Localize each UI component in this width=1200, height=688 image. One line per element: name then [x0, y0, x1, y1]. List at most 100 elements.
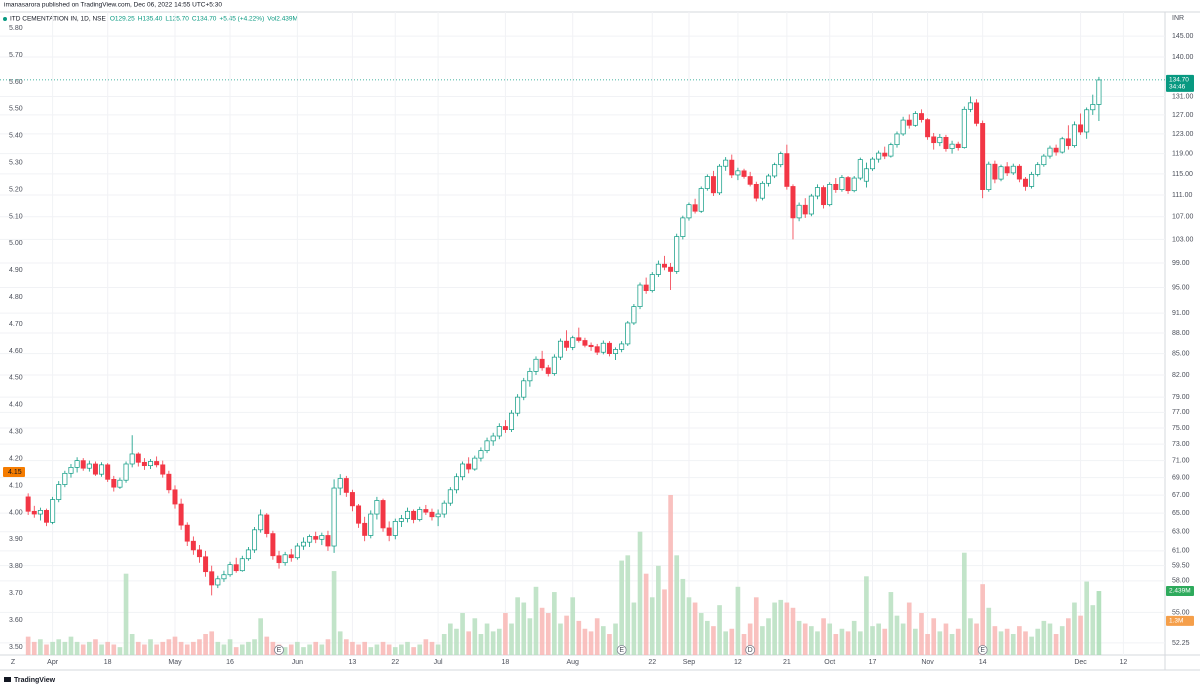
- volume-bar: [925, 634, 930, 655]
- volume-bar: [815, 631, 820, 655]
- volume-bar: [227, 639, 233, 655]
- candle-body: [986, 163, 992, 190]
- candle-body: [154, 461, 160, 466]
- symbol: ITD CEMENTATION IN, 1D, NSE: [10, 16, 106, 23]
- time-tick-label: 22: [648, 659, 656, 666]
- volume-bar: [876, 623, 881, 655]
- volume-bar: [307, 644, 312, 655]
- volume-bar: [570, 597, 576, 655]
- left-tick-label: 5.50: [9, 106, 23, 113]
- volume-bar: [56, 639, 62, 655]
- volume-bar: [142, 644, 147, 655]
- event-label[interactable]: D: [748, 647, 753, 654]
- volume-bar: [454, 628, 459, 655]
- price-tick-label: 91.00: [1172, 310, 1190, 317]
- ohlc-value: L125.70: [165, 16, 189, 23]
- candle-body: [1096, 79, 1102, 105]
- volume-bar: [1084, 581, 1090, 655]
- candle-body: [827, 183, 833, 206]
- candle-body: [80, 460, 86, 469]
- candle-body: [906, 119, 912, 126]
- price-tick-label: 59.50: [1172, 563, 1190, 570]
- candle-body: [655, 263, 661, 275]
- volume-bar: [74, 641, 80, 655]
- volume-bar: [282, 647, 288, 655]
- volume-bar: [851, 620, 857, 655]
- candle-body: [496, 426, 502, 437]
- volume-bar: [1078, 615, 1083, 655]
- candle-body: [594, 346, 600, 353]
- volume-bar: [466, 631, 472, 655]
- candle-body: [203, 556, 209, 573]
- volume-bar: [484, 623, 490, 655]
- left-tick-label: 5.00: [9, 240, 23, 247]
- candle-body: [368, 513, 374, 536]
- candle-body: [925, 119, 931, 138]
- price-tick-label: 61.00: [1172, 548, 1190, 555]
- candle-body: [1071, 124, 1077, 146]
- candle-body: [955, 143, 961, 148]
- volume-bar: [460, 613, 465, 655]
- volume-bar: [111, 644, 117, 655]
- volume-bar: [399, 644, 404, 655]
- volume-bar: [827, 623, 833, 655]
- volume-bar: [698, 613, 704, 655]
- time-tick-label: 22: [391, 659, 399, 666]
- candle-body: [349, 492, 355, 507]
- event-label[interactable]: E: [619, 647, 624, 654]
- time-tick-label: Apr: [47, 659, 59, 666]
- candle-body: [417, 509, 423, 520]
- candle-body: [135, 453, 141, 463]
- left-tick-label: 5.30: [9, 160, 23, 167]
- time-tick-label: Jul: [434, 659, 443, 666]
- event-label[interactable]: E: [277, 647, 282, 654]
- candle-body: [778, 153, 784, 166]
- corner-button[interactable]: Z: [11, 659, 16, 666]
- candle-body: [900, 119, 906, 135]
- volume-bar: [93, 639, 98, 655]
- status-dot: [3, 17, 7, 21]
- price-tick-label: 79.00: [1172, 394, 1190, 401]
- volume-bar: [435, 644, 441, 655]
- price-tick-label: 131.00: [1172, 93, 1194, 100]
- event-marker: [274, 645, 284, 655]
- left-tick-label: 3.60: [9, 617, 23, 624]
- volume-bar: [839, 628, 845, 655]
- candle-body: [961, 108, 967, 148]
- volume-bar: [423, 639, 429, 655]
- volume-bar: [129, 634, 135, 655]
- volume-bar: [374, 644, 380, 655]
- candle-body: [1023, 178, 1028, 187]
- candle-body: [967, 102, 973, 110]
- candle-body: [870, 158, 876, 170]
- time-tick-label: Nov: [921, 659, 934, 666]
- volume-bar: [203, 634, 208, 655]
- left-tick-label: 4.60: [9, 348, 23, 355]
- time-tick-label: Jun: [292, 659, 303, 666]
- price-tick-label: 99.00: [1172, 260, 1190, 267]
- candle-body: [1047, 147, 1053, 157]
- event-label[interactable]: E: [980, 647, 985, 654]
- volume-bar: [527, 618, 533, 655]
- candle-body: [398, 518, 404, 522]
- candle-body: [784, 153, 790, 187]
- candle-body: [123, 463, 129, 481]
- candle-body: [356, 505, 362, 524]
- volume-bar: [441, 634, 447, 655]
- volume-bar: [631, 602, 637, 655]
- candle-body: [374, 500, 380, 515]
- candle-body: [252, 529, 258, 551]
- time-tick-label: May: [168, 659, 182, 666]
- time-tick-label: Oct: [824, 659, 835, 666]
- volume-bar: [44, 644, 49, 655]
- volume-bar: [490, 631, 496, 655]
- volume-bar: [123, 573, 129, 655]
- candle-body: [564, 340, 570, 348]
- price-tick-label: 95.00: [1172, 284, 1190, 291]
- candle-body: [307, 536, 313, 543]
- candle-body: [331, 487, 337, 547]
- volume-bar: [337, 631, 343, 655]
- candle-body: [680, 217, 686, 237]
- volume-bar: [295, 641, 300, 655]
- volume-bar: [760, 626, 765, 655]
